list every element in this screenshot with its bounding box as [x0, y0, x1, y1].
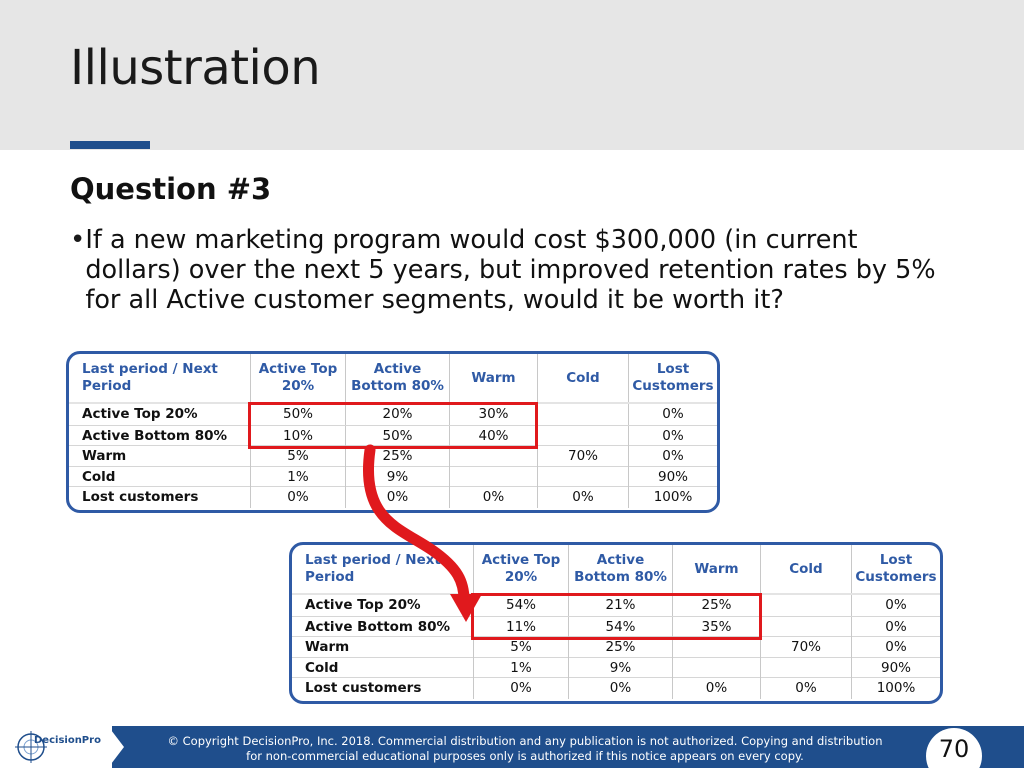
- table-cell: [673, 657, 761, 678]
- table-cell: [538, 466, 629, 487]
- footer-bar: [0, 726, 1024, 768]
- table-cell: [761, 595, 852, 616]
- table-cell: [538, 404, 629, 425]
- copyright-line-1: © Copyright DecisionPro, Inc. 2018. Comm…: [167, 734, 883, 748]
- table-cell: 54%: [474, 595, 569, 616]
- table-cell: 0%: [885, 597, 907, 614]
- row-label-cell: Lost customers: [292, 678, 474, 699]
- table-header-row: Last period / Next Period Active Top 20% A…: [292, 545, 940, 593]
- slide-title: Illustration: [70, 40, 321, 96]
- table-cell: [673, 637, 761, 658]
- table-cell: 5%: [251, 446, 346, 467]
- table-cell: 0%: [474, 678, 569, 699]
- logo-text: DecisionPro: [34, 735, 101, 746]
- table-cell: 21%: [569, 595, 673, 616]
- table-body: Active Top 20% 50% 20% 30% 0% Active Bottom 8…: [69, 404, 717, 508]
- copyright-notice: © Copyright DecisionPro, Inc. 2018. Comm…: [140, 734, 910, 764]
- page-number: 70: [938, 735, 970, 763]
- table-row: Cold 1% 9% 90%: [292, 656, 940, 678]
- table-row: Lost customers 0% 0% 0% 0% 100%: [69, 486, 717, 508]
- table-cell: 0%: [885, 618, 907, 635]
- table-cell: 0%: [538, 487, 629, 508]
- table-row: Lost customers 0% 0% 0% 0% 100%: [292, 677, 940, 699]
- table-cell: 50%: [346, 425, 450, 446]
- table-cell: 0%: [251, 487, 346, 508]
- row-label-cell: Active Top 20%: [69, 404, 251, 425]
- table-header-cell: Lost Customers: [632, 361, 714, 394]
- table-cell: 0%: [662, 427, 684, 444]
- table-row: Active Bottom 80% 11% 54% 35% 0%: [292, 615, 940, 637]
- table-header-cell: Active Bottom 80%: [569, 545, 673, 593]
- table-cell: 0%: [662, 406, 684, 423]
- table-cell: 54%: [569, 616, 673, 637]
- table-cell: 0%: [662, 448, 684, 465]
- table-header-cell: Last period / Next Period: [292, 545, 474, 593]
- table-cell: 25%: [346, 446, 450, 467]
- table-cell: 9%: [346, 466, 450, 487]
- copyright-line-2: for non-commercial educational purposes …: [246, 749, 804, 763]
- row-label-cell: Cold: [69, 466, 251, 487]
- row-label-cell: Cold: [292, 657, 474, 678]
- table-header-cell: Cold: [761, 545, 852, 593]
- bullet-item: • If a new marketing program would cost …: [70, 225, 950, 315]
- table-cell: [538, 425, 629, 446]
- table-cell: 0%: [885, 639, 907, 656]
- table-cell: 10%: [251, 425, 346, 446]
- table-cell: 100%: [653, 489, 693, 506]
- highlight-box-improved: [471, 593, 762, 640]
- table-cell: [761, 616, 852, 637]
- table-body: Active Top 20% 54% 21% 25% 0% Active Bottom 8…: [292, 595, 940, 699]
- row-label-cell: Warm: [292, 637, 474, 658]
- table-cell: [450, 466, 538, 487]
- table-cell: [761, 657, 852, 678]
- table-cell: 70%: [538, 446, 629, 467]
- row-label-cell: Active Bottom 80%: [69, 425, 251, 446]
- table-cell: 0%: [450, 487, 538, 508]
- table-cell: 90%: [880, 659, 911, 676]
- transition-table-current: Last period / Next Period Active Top 20% A…: [66, 351, 720, 513]
- table-cell: 9%: [569, 657, 673, 678]
- table-cell: 1%: [474, 657, 569, 678]
- row-label-cell: Lost customers: [69, 487, 251, 508]
- table-header-cell: Active Bottom 80%: [346, 354, 450, 402]
- row-label-cell: Active Bottom 80%: [292, 616, 474, 637]
- highlight-box-current: [248, 402, 538, 449]
- table-cell: [450, 446, 538, 467]
- table-cell: 0%: [346, 487, 450, 508]
- table-row: Active Top 20% 50% 20% 30% 0%: [69, 404, 717, 425]
- table-cell: 11%: [474, 616, 569, 637]
- table-header-cell: Lost Customers: [855, 552, 937, 585]
- table-cell: 70%: [761, 637, 852, 658]
- table-header-cell: Active Top 20%: [251, 354, 346, 402]
- table-header-cell: Warm: [673, 545, 761, 593]
- logo-chevron: [108, 726, 124, 768]
- table-header-row: Last period / Next Period Active Top 20% A…: [69, 354, 717, 402]
- table-cell: 20%: [346, 404, 450, 425]
- table-header-cell: Cold: [538, 354, 629, 402]
- table-row: Active Bottom 80% 10% 50% 40% 0%: [69, 424, 717, 446]
- table-header-cell: Active Top 20%: [474, 545, 569, 593]
- bullet-text: If a new marketing program would cost $3…: [85, 225, 936, 315]
- logo-icon: [15, 731, 47, 763]
- question-heading: Question #3: [70, 172, 272, 206]
- table-cell: 5%: [474, 637, 569, 658]
- bullet-icon: •: [70, 225, 86, 255]
- row-label-cell: Warm: [69, 446, 251, 467]
- table-cell: 0%: [673, 678, 761, 699]
- table-row: Warm 5% 25% 70% 0%: [292, 636, 940, 658]
- table-cell: 50%: [251, 404, 346, 425]
- table-cell: 90%: [657, 468, 688, 485]
- table-cell: 1%: [251, 466, 346, 487]
- table-row: Cold 1% 9% 90%: [69, 465, 717, 487]
- header-band: [0, 0, 1024, 150]
- table-cell: 0%: [761, 678, 852, 699]
- table-cell: 25%: [569, 637, 673, 658]
- table-cell: 100%: [876, 680, 916, 697]
- page-number-badge: [926, 728, 982, 768]
- table-header-cell: Last period / Next Period: [69, 354, 251, 402]
- row-label-cell: Active Top 20%: [292, 595, 474, 616]
- table-header-cell: Warm: [450, 354, 538, 402]
- table-cell: 0%: [569, 678, 673, 699]
- title-accent-bar: [70, 141, 150, 149]
